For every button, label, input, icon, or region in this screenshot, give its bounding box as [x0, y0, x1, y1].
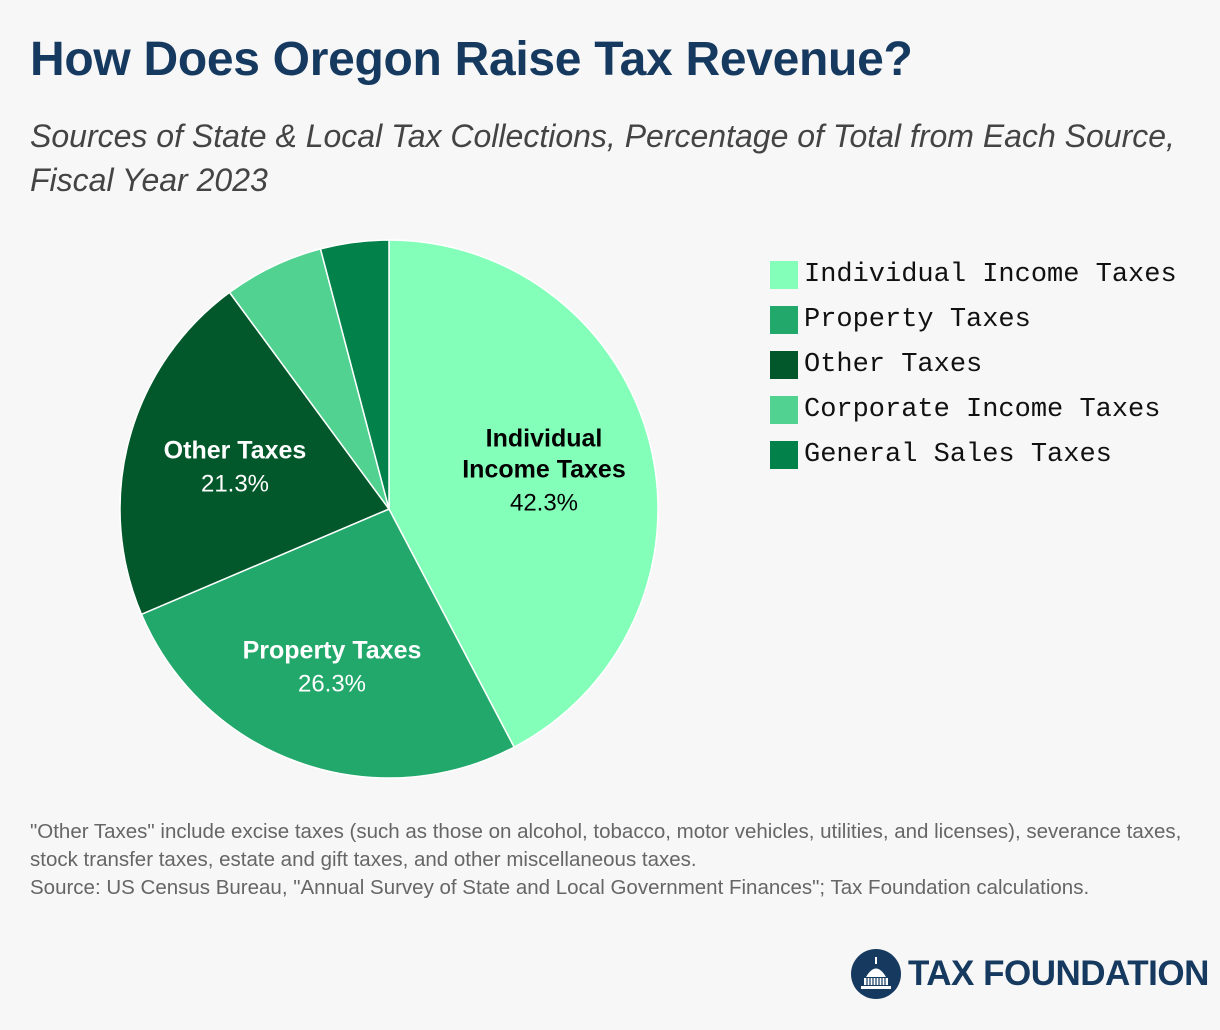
legend-item: Individual Income Taxes: [770, 252, 1177, 297]
slice-value-label: 26.3%: [298, 670, 366, 697]
slice-label-name: Other Taxes: [164, 437, 307, 465]
legend-item: General Sales Taxes: [770, 432, 1177, 477]
legend-item: Corporate Income Taxes: [770, 387, 1177, 432]
legend-label: Corporate Income Taxes: [804, 394, 1161, 425]
legend-label: General Sales Taxes: [804, 439, 1112, 470]
pie-slice-property-taxes: [140, 508, 516, 779]
legend-label: Other Taxes: [804, 349, 983, 380]
pie-slice-other-taxes: [119, 291, 391, 616]
source-note: Source: US Census Bureau, "Annual Survey…: [30, 876, 1090, 899]
capitol-dome-icon: [851, 949, 901, 999]
footnotes: "Other Taxes" include excise taxes (such…: [30, 818, 1200, 902]
legend-swatch: [770, 350, 798, 379]
pie-slice-labels: Individual Income Taxes 42.3% Property Taxe…: [164, 425, 626, 698]
slice-value-label: 42.3%: [510, 489, 578, 516]
pie-slices: [119, 239, 659, 779]
pie-slice-general-sales-taxes: [319, 239, 390, 510]
legend-swatch: [770, 305, 798, 334]
slice-label-name: Individual: [486, 425, 603, 453]
slice-value-label: 21.3%: [201, 470, 269, 497]
other-taxes-note: "Other Taxes" include excise taxes (such…: [30, 820, 1182, 871]
tax-foundation-logo: TAX FOUNDATION: [850, 948, 1209, 1000]
legend-swatch: [770, 440, 798, 469]
legend-label: Property Taxes: [804, 304, 1031, 335]
slice-label-name: Income Taxes: [462, 456, 626, 484]
legend-swatch: [770, 260, 798, 289]
logo-wordmark: TAX FOUNDATION: [908, 954, 1209, 993]
legend-item: Other Taxes: [770, 342, 1177, 387]
chart-title: How Does Oregon Raise Tax Revenue?: [30, 33, 913, 86]
legend-swatch: [770, 395, 798, 424]
legend-label: Individual Income Taxes: [804, 259, 1177, 290]
chart-legend: Individual Income Taxes Property Taxes Oth…: [770, 252, 1177, 477]
legend-item: Property Taxes: [770, 297, 1177, 342]
slice-label-name: Property Taxes: [243, 637, 422, 665]
pie-slice-individual-income-taxes: [388, 239, 659, 749]
chart-subtitle: Sources of State & Local Tax Collections…: [30, 118, 1175, 198]
